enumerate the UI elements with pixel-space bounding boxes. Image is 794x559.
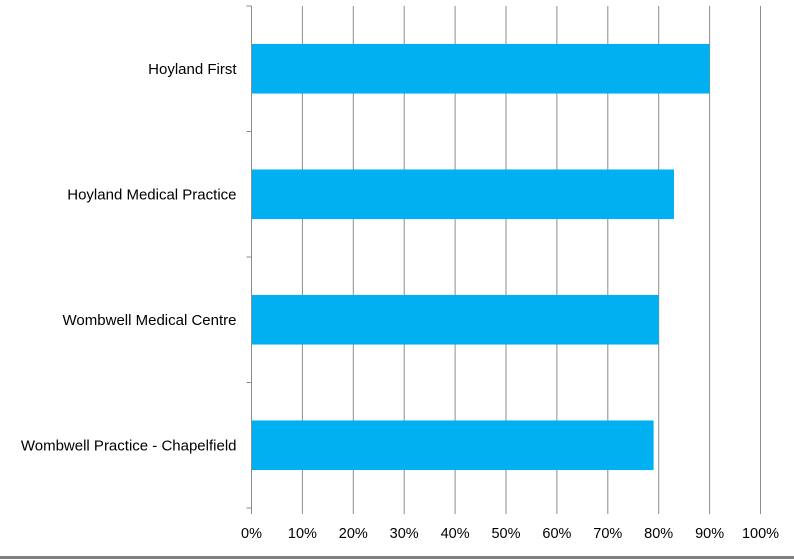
x-tick-label: 0%: [241, 526, 262, 542]
x-tick-label: 30%: [390, 526, 419, 542]
bar: [252, 169, 674, 220]
bar: [252, 420, 654, 471]
x-tick-label: 20%: [339, 526, 368, 542]
x-tick-label: 70%: [593, 526, 622, 542]
x-tick-label: 60%: [542, 526, 571, 542]
bar: [252, 43, 710, 94]
category-axis: [246, 5, 761, 514]
x-tick-label: 100%: [742, 526, 779, 542]
x-tick-label: 40%: [441, 526, 470, 542]
x-tick-label: 80%: [644, 526, 673, 542]
category-labels: Hoyland First Hoyland Medical Practice Wom…: [21, 61, 237, 455]
category-label: Wombwell Practice - Chapelfield: [21, 437, 237, 454]
bottom-border: [0, 556, 794, 559]
category-label: Hoyland First: [148, 61, 237, 78]
x-tick-labels: 0% 10% 20% 30% 40% 50% 60% 70% 80% 90% 100%: [241, 526, 779, 542]
x-tick-label: 90%: [695, 526, 724, 542]
bar: [252, 294, 659, 345]
category-label: Wombwell Medical Centre: [63, 312, 237, 329]
category-label: Hoyland Medical Practice: [67, 186, 236, 203]
x-tick-label: 50%: [491, 526, 520, 542]
bars: [252, 43, 710, 471]
x-tick-label: 10%: [288, 526, 317, 542]
